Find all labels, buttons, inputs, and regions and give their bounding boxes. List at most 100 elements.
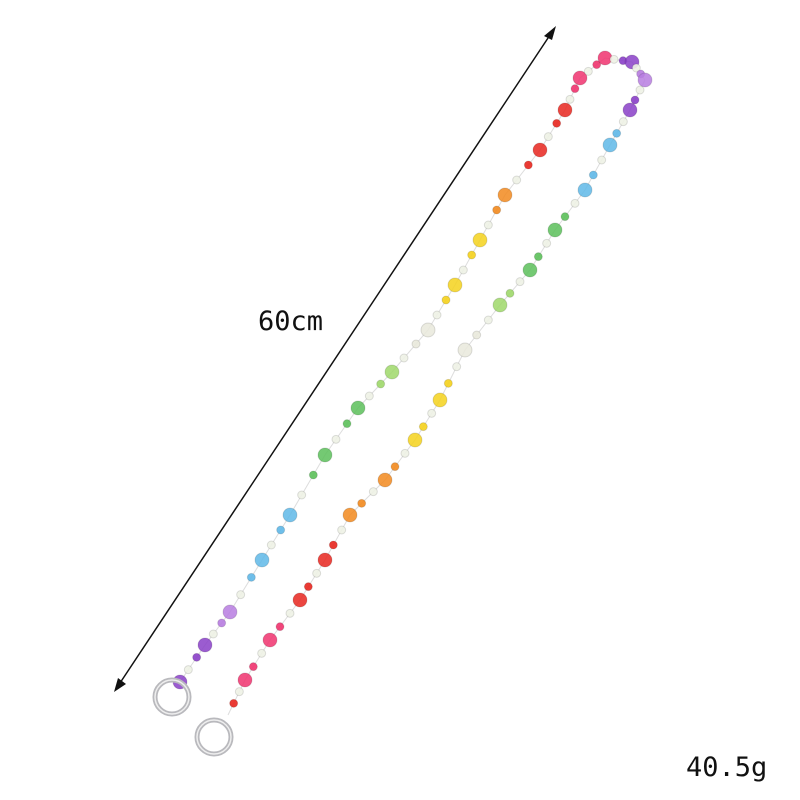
- bead: [229, 698, 239, 708]
- bead: [609, 54, 619, 64]
- bead: [303, 582, 313, 592]
- bead: [400, 448, 410, 458]
- bead: [557, 102, 573, 118]
- bead: [246, 572, 256, 582]
- bead: [390, 462, 400, 472]
- arrow-head-top-icon: [544, 26, 556, 40]
- bead: [631, 63, 641, 73]
- measure-arrow: [114, 26, 556, 692]
- bead: [317, 447, 333, 463]
- bead: [331, 434, 341, 444]
- bead: [560, 212, 570, 222]
- length-label: 60cm: [258, 306, 324, 337]
- bead: [588, 170, 598, 180]
- bead: [337, 525, 347, 535]
- bead: [262, 632, 278, 648]
- bead: [441, 295, 451, 305]
- bead: [505, 288, 515, 298]
- bead-strands: [172, 50, 653, 716]
- bead: [236, 590, 246, 600]
- bead: [364, 391, 374, 401]
- bead: [443, 378, 453, 388]
- bead: [483, 220, 493, 230]
- bead: [192, 652, 202, 662]
- bead: [257, 648, 267, 658]
- bead-strand-right: [227, 72, 653, 716]
- bead: [368, 487, 378, 497]
- bead: [285, 608, 295, 618]
- bead: [577, 182, 593, 198]
- bead: [522, 262, 538, 278]
- bead: [234, 687, 244, 697]
- bead: [570, 84, 580, 94]
- bead: [552, 118, 562, 128]
- bead: [275, 622, 285, 632]
- bead: [197, 637, 213, 653]
- ring-right: [194, 717, 234, 757]
- bead: [407, 432, 423, 448]
- bead: [592, 60, 602, 70]
- bead: [523, 160, 533, 170]
- bead: [357, 498, 367, 508]
- bead: [583, 66, 593, 76]
- bead: [533, 252, 543, 262]
- bead: [572, 70, 588, 86]
- bead: [237, 672, 253, 688]
- bead: [512, 175, 522, 185]
- bead: [457, 342, 473, 358]
- bead: [515, 277, 525, 287]
- bead: [418, 422, 428, 432]
- ring-left: [152, 677, 192, 717]
- bead: [254, 552, 270, 568]
- bead: [467, 250, 477, 260]
- bead: [447, 277, 463, 293]
- bead: [308, 470, 318, 480]
- bead: [217, 618, 227, 628]
- bead: [612, 128, 622, 138]
- bead: [472, 330, 482, 340]
- bead: [492, 205, 502, 215]
- bead: [328, 540, 338, 550]
- bead: [376, 379, 386, 389]
- bead-strand-left: [172, 50, 646, 690]
- bead: [350, 400, 366, 416]
- bead: [622, 102, 638, 118]
- strand-cord: [179, 57, 646, 683]
- bead: [420, 322, 436, 338]
- bead: [266, 540, 276, 550]
- bead: [565, 94, 575, 104]
- bead: [637, 72, 653, 88]
- weight-label: 40.5g: [686, 752, 768, 783]
- bead: [292, 592, 308, 608]
- bead: [497, 187, 513, 203]
- bead: [532, 142, 548, 158]
- bead: [483, 315, 493, 325]
- bead: [543, 132, 553, 142]
- arrow-head-bottom-icon: [114, 678, 126, 692]
- bead: [547, 222, 563, 238]
- bead: [630, 95, 640, 105]
- bead: [452, 362, 462, 372]
- bead: [297, 490, 307, 500]
- bead: [222, 604, 238, 620]
- bead: [635, 85, 645, 95]
- bead: [399, 353, 409, 363]
- bead: [458, 265, 468, 275]
- bead: [570, 198, 580, 208]
- bead: [492, 297, 508, 313]
- bead: [208, 629, 218, 639]
- bead: [312, 568, 322, 578]
- bead: [427, 408, 437, 418]
- bead: [248, 662, 258, 672]
- bead: [432, 310, 442, 320]
- bead: [602, 137, 618, 153]
- bead: [317, 552, 333, 568]
- bead: [342, 419, 352, 429]
- bead: [183, 665, 193, 675]
- bead: [542, 238, 552, 248]
- bead: [411, 339, 421, 349]
- bead: [384, 364, 400, 380]
- bead: [377, 472, 393, 488]
- bead: [618, 117, 628, 127]
